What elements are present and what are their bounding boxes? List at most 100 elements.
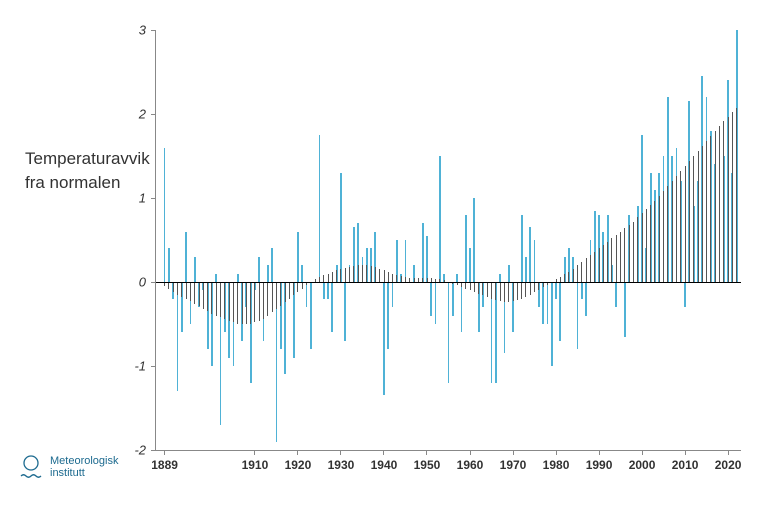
bar — [465, 282, 466, 289]
bar — [719, 126, 720, 282]
bar — [633, 222, 634, 282]
bar — [495, 282, 496, 300]
bar — [607, 242, 608, 282]
bar — [164, 148, 166, 282]
bar — [194, 282, 195, 304]
bar — [594, 252, 595, 282]
bar — [448, 282, 450, 383]
met-logo: Meteorologiskinstitutt — [20, 453, 118, 481]
x-tick — [340, 450, 341, 455]
y-tick-label: -2 — [126, 443, 146, 458]
y-axis — [155, 30, 156, 450]
y-tick — [151, 30, 156, 31]
x-tick — [164, 450, 165, 455]
x-tick-label: 1970 — [500, 458, 527, 472]
bar — [624, 282, 626, 337]
bar — [254, 282, 255, 322]
bar — [272, 282, 273, 312]
bar — [332, 272, 333, 282]
bar — [521, 282, 522, 299]
bar — [186, 282, 187, 299]
bar — [306, 282, 308, 307]
x-tick — [599, 450, 600, 455]
bar — [491, 282, 492, 299]
bar — [452, 282, 454, 316]
bar — [280, 282, 281, 306]
bar — [728, 117, 729, 282]
bar — [482, 282, 483, 295]
bar — [525, 282, 526, 297]
x-axis — [156, 282, 741, 283]
bar — [383, 282, 385, 395]
bar — [551, 282, 553, 366]
bar — [568, 272, 569, 282]
y-tick — [151, 198, 156, 199]
bar — [586, 258, 587, 282]
bar — [384, 270, 385, 282]
bar — [366, 265, 367, 282]
bar — [216, 282, 217, 316]
bar — [642, 213, 643, 282]
x-axis-bottom — [156, 450, 741, 451]
bar — [620, 232, 621, 282]
bar — [349, 267, 350, 282]
bar — [473, 198, 475, 282]
bar — [461, 282, 463, 332]
bar — [504, 282, 505, 302]
bar — [185, 232, 187, 282]
bar — [538, 282, 539, 290]
bar — [474, 282, 475, 292]
bar — [585, 282, 587, 316]
bar — [177, 282, 178, 295]
bar — [581, 262, 582, 282]
x-tick-label: 1980 — [543, 458, 570, 472]
bar — [603, 245, 604, 282]
bar — [250, 282, 251, 324]
x-tick-label: 1910 — [242, 458, 269, 472]
y-tick-label: 3 — [126, 23, 146, 38]
bar — [237, 282, 238, 324]
chart-title: Temperaturavvik fra normalen — [25, 147, 150, 195]
x-tick — [556, 450, 557, 455]
bar — [285, 282, 286, 302]
bar — [702, 146, 703, 282]
bar — [405, 240, 407, 282]
bar — [534, 240, 536, 282]
bar — [344, 282, 346, 341]
bar — [164, 282, 165, 286]
bar — [302, 282, 303, 289]
bar — [663, 191, 664, 282]
bar — [426, 236, 428, 282]
bar — [358, 265, 359, 282]
bar — [207, 282, 208, 311]
x-tick-label: 1960 — [457, 458, 484, 472]
bar — [723, 121, 724, 282]
bar — [461, 282, 462, 287]
bar — [439, 156, 441, 282]
bar — [500, 282, 501, 301]
bar — [362, 265, 363, 282]
bar — [392, 282, 394, 307]
bar — [710, 136, 711, 282]
bar — [672, 181, 673, 282]
x-tick — [426, 450, 427, 455]
bar — [297, 232, 299, 282]
bar — [233, 282, 234, 322]
bar — [371, 266, 372, 282]
bar — [547, 282, 549, 324]
bar — [263, 282, 264, 319]
bar — [689, 161, 690, 282]
bar — [327, 282, 329, 299]
bar — [220, 282, 221, 317]
x-tick-label: 2020 — [715, 458, 742, 472]
bar — [388, 272, 389, 282]
bar — [387, 282, 389, 349]
bar — [203, 282, 204, 309]
x-tick — [513, 450, 514, 455]
bar — [732, 112, 733, 282]
bar — [577, 265, 578, 282]
x-tick — [383, 450, 384, 455]
bar — [667, 186, 668, 282]
bar — [353, 266, 354, 282]
bar — [375, 267, 376, 282]
